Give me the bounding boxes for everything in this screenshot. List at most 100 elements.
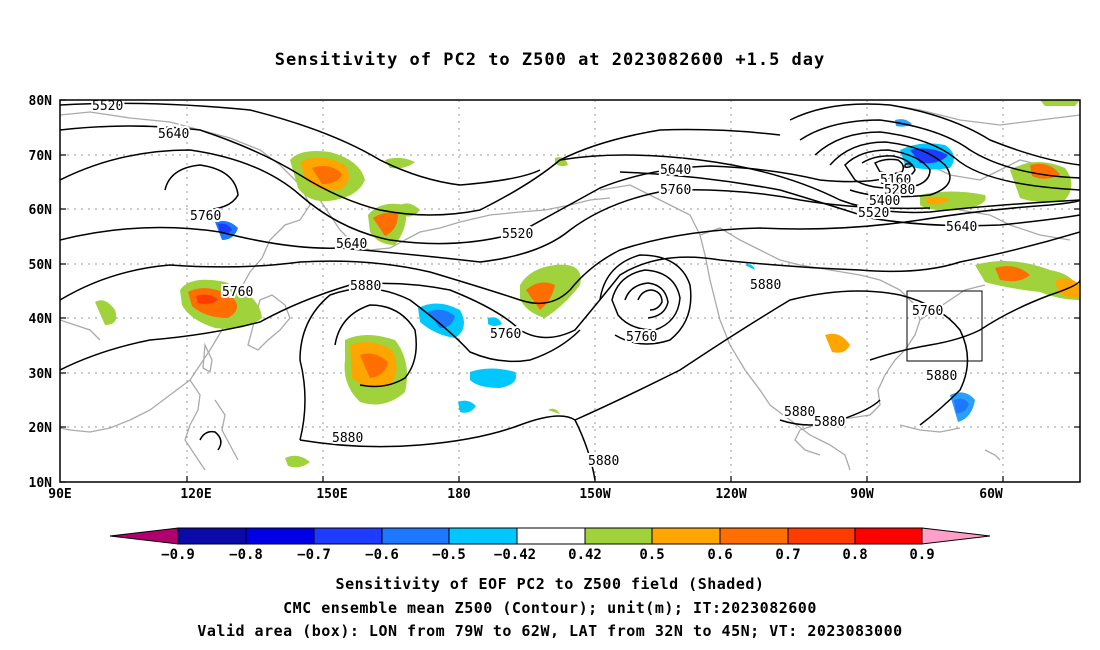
lon-tick-label: 60W	[979, 487, 1003, 502]
lon-tick-label: 90E	[48, 487, 71, 502]
colorbar-upper-arrow	[921, 527, 991, 545]
contour-label: 5160	[880, 173, 911, 188]
contour-label: 5640	[336, 237, 367, 252]
colorbar-segment	[313, 527, 383, 545]
lat-tick-label: 10N	[29, 476, 53, 491]
lat-tick-label: 50N	[29, 258, 53, 273]
colorbar-label: −0.6	[365, 547, 399, 563]
contour-label: 5640	[660, 163, 691, 178]
caption-valid-area: Valid area (box): LON from 79W to 62W, L…	[197, 622, 903, 640]
lon-tick-label: 180	[447, 487, 471, 502]
contour-label: 5520	[92, 99, 123, 114]
contour-label: 5400	[869, 194, 900, 209]
colorbar-segment	[787, 527, 856, 545]
negative-region	[488, 317, 502, 326]
colorbar-label: 0.7	[775, 547, 800, 563]
contour-label: 5280	[884, 183, 915, 198]
plot-frame	[59, 99, 1081, 483]
colorbar-label: −0.7	[297, 547, 331, 563]
positive-region	[526, 282, 555, 310]
colorbar-label: 0.9	[909, 547, 934, 563]
colorbar-segment	[719, 527, 789, 545]
lat-tick-label: 40N	[29, 312, 53, 327]
lat-tick-label: 30N	[29, 367, 53, 382]
positive-region	[1040, 100, 1080, 106]
colorbar-label: −0.9	[161, 547, 195, 563]
colorbar-segment	[381, 527, 450, 545]
caption-contour: CMC ensemble mean Z500 (Contour); unit(m…	[283, 599, 817, 617]
z500-contours	[60, 102, 1080, 481]
positive-region	[825, 333, 850, 353]
colorbar-segment	[245, 527, 315, 545]
contour-label: 5520	[502, 227, 533, 242]
lat-tick-labels: 80N 70N 60N 50N 40N 30N 20N 10N	[29, 94, 53, 491]
colorbar-segment	[854, 527, 923, 545]
contour-label: 5880	[926, 369, 957, 384]
contour-label: 5760	[222, 285, 253, 300]
contour-label: 5880	[750, 278, 781, 293]
contour-labels: 5520 5640 5760 5640 5880 5520 5760 5640 …	[90, 97, 979, 471]
colorbar-segment	[448, 527, 518, 545]
positive-region	[925, 196, 950, 205]
positive-region	[385, 157, 415, 169]
caption-shaded: Sensitivity of EOF PC2 to Z500 field (Sh…	[335, 575, 765, 593]
lon-tick-labels: 90E 120E 150E 180 150W 120W 90W 60W	[48, 487, 1003, 502]
lon-tick-label: 120W	[715, 487, 746, 502]
contour-label: 5760	[626, 330, 657, 345]
negative-region	[470, 368, 516, 388]
valid-area-box	[906, 290, 983, 362]
negative-region	[428, 309, 455, 328]
lat-tick-label: 20N	[29, 421, 53, 436]
colorbar-label: 0.6	[707, 547, 732, 563]
positive-region	[95, 300, 117, 325]
positive-region	[548, 408, 560, 414]
contour-label: 5880	[350, 279, 381, 294]
colorbar	[109, 527, 991, 545]
contour-label: 5640	[158, 127, 189, 142]
colorbar-segment	[584, 527, 653, 545]
negative-region	[745, 264, 755, 270]
positive-region	[1030, 163, 1060, 179]
lon-tick-label: 120E	[180, 487, 211, 502]
colorbar-label: 0.42	[568, 547, 602, 563]
positive-region	[995, 266, 1030, 282]
contour-label: 5880	[784, 405, 815, 420]
lat-tick-label: 80N	[29, 94, 53, 109]
colorbar-labels: −0.9 −0.8 −0.7 −0.6 −0.5 −0.42 0.42 0.5 …	[161, 547, 935, 563]
colorbar-label: −0.42	[494, 547, 536, 563]
contour-label: 5760	[912, 304, 943, 319]
positive-region	[373, 212, 398, 236]
lon-tick-label: 150W	[579, 487, 610, 502]
contour-label: 5880	[332, 431, 363, 446]
lon-tick-label: 90W	[850, 487, 874, 502]
contour-label: 5760	[490, 327, 521, 342]
colorbar-segment	[651, 527, 721, 545]
negative-region	[458, 400, 476, 413]
contour-label: 5760	[190, 209, 221, 224]
positive-region	[312, 166, 342, 184]
colorbar-label: −0.8	[229, 547, 263, 563]
colorbar-label: 0.5	[639, 547, 664, 563]
positive-region	[920, 191, 986, 211]
colorbar-lower-arrow	[109, 527, 179, 545]
positive-region	[285, 455, 310, 468]
positive-region	[196, 294, 218, 304]
colorbar-label: −0.5	[432, 547, 466, 563]
contour-label: 5640	[946, 220, 977, 235]
contour-label: 5760	[660, 183, 691, 198]
contour-label: 5520	[858, 206, 889, 221]
contour-label: 5880	[814, 415, 845, 430]
shaded-sensitivity	[95, 100, 1080, 468]
positive-region	[360, 353, 388, 378]
map-title: Sensitivity of PC2 to Z500 at 2023082600…	[274, 50, 826, 70]
colorbar-segment	[516, 527, 586, 545]
lon-tick-label: 150E	[316, 487, 347, 502]
contour-label: 5880	[588, 454, 619, 469]
negative-region	[218, 223, 232, 234]
axis-ticks	[60, 99, 1080, 483]
negative-region	[954, 398, 969, 414]
lat-tick-label: 60N	[29, 203, 53, 218]
lat-tick-label: 70N	[29, 149, 53, 164]
colorbar-segment	[177, 527, 247, 545]
